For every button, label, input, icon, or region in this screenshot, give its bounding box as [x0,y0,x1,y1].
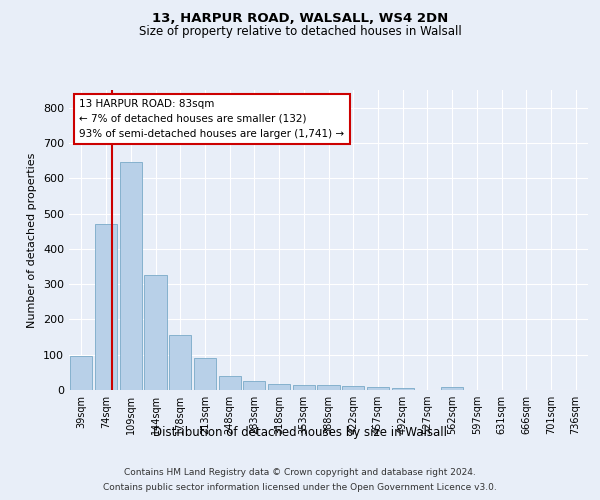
Bar [218,376,241,390]
Bar [243,381,265,390]
Bar [95,224,117,390]
Text: Distribution of detached houses by size in Walsall: Distribution of detached houses by size … [153,426,447,439]
Bar [169,336,191,390]
Text: 13, HARPUR ROAD, WALSALL, WS4 2DN: 13, HARPUR ROAD, WALSALL, WS4 2DN [152,12,448,26]
Text: 13 HARPUR ROAD: 83sqm
← 7% of detached houses are smaller (132)
93% of semi-deta: 13 HARPUR ROAD: 83sqm ← 7% of detached h… [79,99,344,138]
Text: Contains HM Land Registry data © Crown copyright and database right 2024.: Contains HM Land Registry data © Crown c… [124,468,476,477]
Bar [441,387,463,390]
Bar [268,384,290,390]
Y-axis label: Number of detached properties: Number of detached properties [28,152,37,328]
Bar [367,387,389,390]
Bar [317,384,340,390]
Bar [119,162,142,390]
Bar [145,276,167,390]
Bar [392,388,414,390]
Bar [342,386,364,390]
Bar [70,356,92,390]
Text: Size of property relative to detached houses in Walsall: Size of property relative to detached ho… [139,25,461,38]
Text: Contains public sector information licensed under the Open Government Licence v3: Contains public sector information licen… [103,483,497,492]
Bar [194,358,216,390]
Bar [293,385,315,390]
